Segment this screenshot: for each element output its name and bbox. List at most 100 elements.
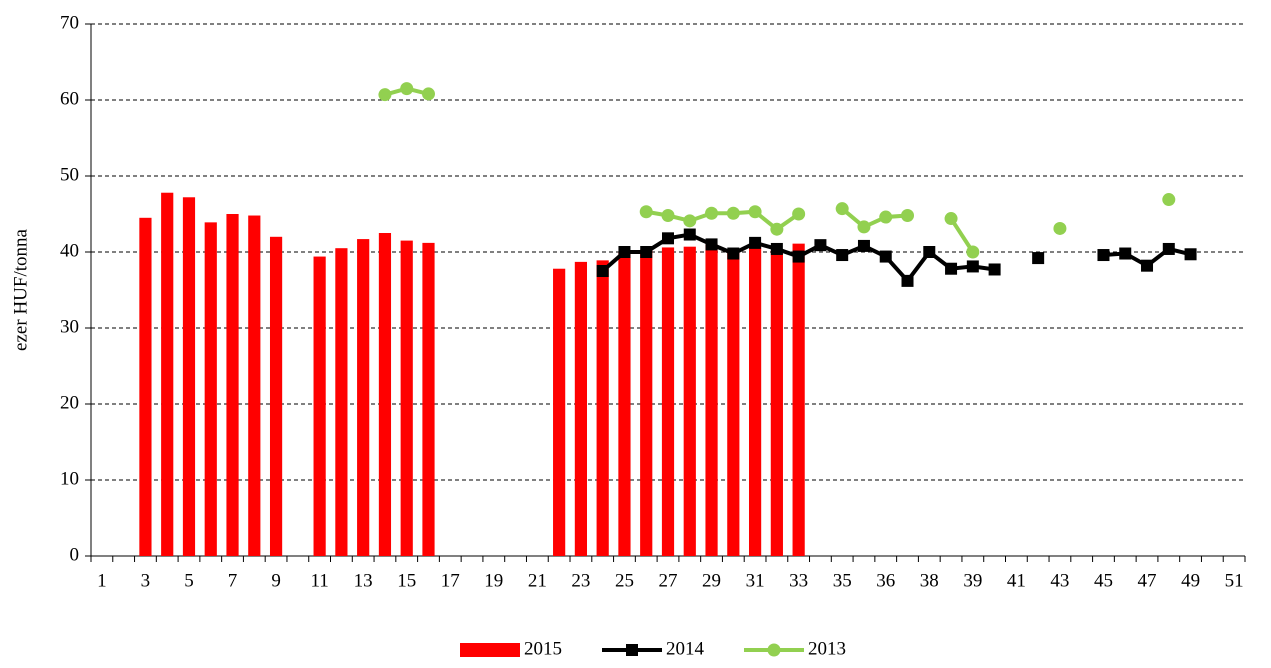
x-tick-label: 51 bbox=[1225, 570, 1244, 591]
marker bbox=[923, 246, 936, 258]
marker bbox=[835, 202, 849, 216]
marker bbox=[814, 239, 827, 252]
legend-label: 2015 bbox=[524, 638, 562, 659]
x-tick-label: 21 bbox=[528, 570, 547, 591]
y-tick-label: 30 bbox=[60, 316, 79, 337]
bar bbox=[727, 252, 740, 556]
bar bbox=[683, 246, 696, 556]
x-tick-label: 15 bbox=[397, 570, 416, 591]
x-tick-label: 11 bbox=[310, 570, 328, 591]
bar bbox=[226, 214, 239, 556]
marker bbox=[378, 88, 392, 102]
x-tick-label: 13 bbox=[354, 570, 373, 591]
bar bbox=[553, 268, 566, 556]
x-tick-label: 3 bbox=[141, 570, 151, 591]
bar bbox=[378, 233, 392, 556]
x-tick-label: 19 bbox=[484, 570, 503, 591]
y-tick-label: 70 bbox=[60, 12, 79, 33]
marker bbox=[748, 205, 762, 219]
marker bbox=[1141, 259, 1154, 272]
y-tick-label: 20 bbox=[60, 392, 79, 413]
legend-marker bbox=[767, 643, 781, 657]
marker bbox=[683, 214, 697, 228]
x-tick-label: 36 bbox=[876, 570, 895, 591]
marker bbox=[661, 209, 675, 223]
marker bbox=[966, 245, 980, 259]
marker bbox=[945, 262, 958, 275]
marker bbox=[988, 263, 1001, 276]
bar bbox=[139, 217, 152, 557]
marker bbox=[727, 247, 740, 260]
x-tick-label: 38 bbox=[920, 570, 939, 591]
marker bbox=[792, 207, 806, 221]
marker bbox=[400, 82, 414, 96]
bar bbox=[640, 249, 653, 556]
marker bbox=[792, 250, 805, 263]
marker bbox=[857, 239, 870, 252]
y-axis-label: ezer HUF/tonna bbox=[10, 229, 31, 351]
y-tick-label: 50 bbox=[60, 164, 79, 185]
bar bbox=[335, 248, 348, 556]
marker bbox=[901, 209, 915, 223]
marker bbox=[1119, 247, 1132, 260]
x-tick-label: 47 bbox=[1138, 570, 1157, 591]
marker bbox=[770, 222, 784, 236]
marker bbox=[966, 260, 979, 273]
bar bbox=[661, 247, 675, 556]
x-tick-label: 25 bbox=[615, 570, 634, 591]
bar bbox=[269, 236, 283, 557]
marker bbox=[639, 205, 653, 219]
x-tick-label: 9 bbox=[271, 570, 281, 591]
x-tick-label: 5 bbox=[184, 570, 194, 591]
bar bbox=[596, 260, 609, 556]
x-tick-label: 7 bbox=[228, 570, 238, 591]
x-tick-label: 45 bbox=[1094, 570, 1113, 591]
bar bbox=[422, 242, 435, 556]
marker bbox=[1162, 242, 1175, 255]
bar bbox=[748, 245, 762, 557]
x-tick-label: 17 bbox=[441, 570, 460, 591]
marker bbox=[726, 206, 740, 220]
x-tick-label: 1 bbox=[97, 570, 107, 591]
marker bbox=[618, 246, 631, 258]
marker bbox=[749, 236, 762, 249]
marker bbox=[770, 242, 783, 255]
x-tick-label: 31 bbox=[746, 570, 765, 591]
x-tick-label: 33 bbox=[789, 570, 808, 591]
marker bbox=[1162, 193, 1176, 207]
marker bbox=[705, 238, 718, 251]
bar bbox=[204, 222, 217, 557]
marker bbox=[640, 246, 653, 258]
x-tick-label: 23 bbox=[571, 570, 590, 591]
x-tick-label: 43 bbox=[1050, 570, 1069, 591]
marker bbox=[1097, 249, 1110, 262]
marker bbox=[683, 228, 696, 241]
marker bbox=[944, 212, 958, 226]
x-tick-label: 27 bbox=[659, 570, 678, 591]
line bbox=[949, 217, 975, 254]
marker bbox=[901, 274, 914, 287]
x-tick-label: 35 bbox=[833, 570, 852, 591]
bar bbox=[357, 239, 370, 556]
marker bbox=[421, 87, 435, 101]
bar bbox=[400, 240, 413, 556]
marker bbox=[836, 249, 849, 262]
bar bbox=[618, 252, 631, 556]
bar bbox=[161, 192, 174, 556]
bar bbox=[770, 250, 783, 557]
bar bbox=[705, 244, 718, 556]
y-tick-label: 10 bbox=[60, 468, 79, 489]
marker bbox=[879, 210, 893, 224]
legend-swatch bbox=[460, 643, 520, 657]
legend-marker bbox=[626, 644, 638, 656]
marker bbox=[857, 220, 871, 234]
marker bbox=[1032, 252, 1045, 265]
y-tick-label: 40 bbox=[60, 240, 79, 261]
x-tick-label: 49 bbox=[1181, 570, 1200, 591]
marker bbox=[705, 206, 719, 220]
bar bbox=[182, 197, 196, 556]
legend-label: 2014 bbox=[666, 638, 705, 659]
marker bbox=[596, 265, 609, 277]
